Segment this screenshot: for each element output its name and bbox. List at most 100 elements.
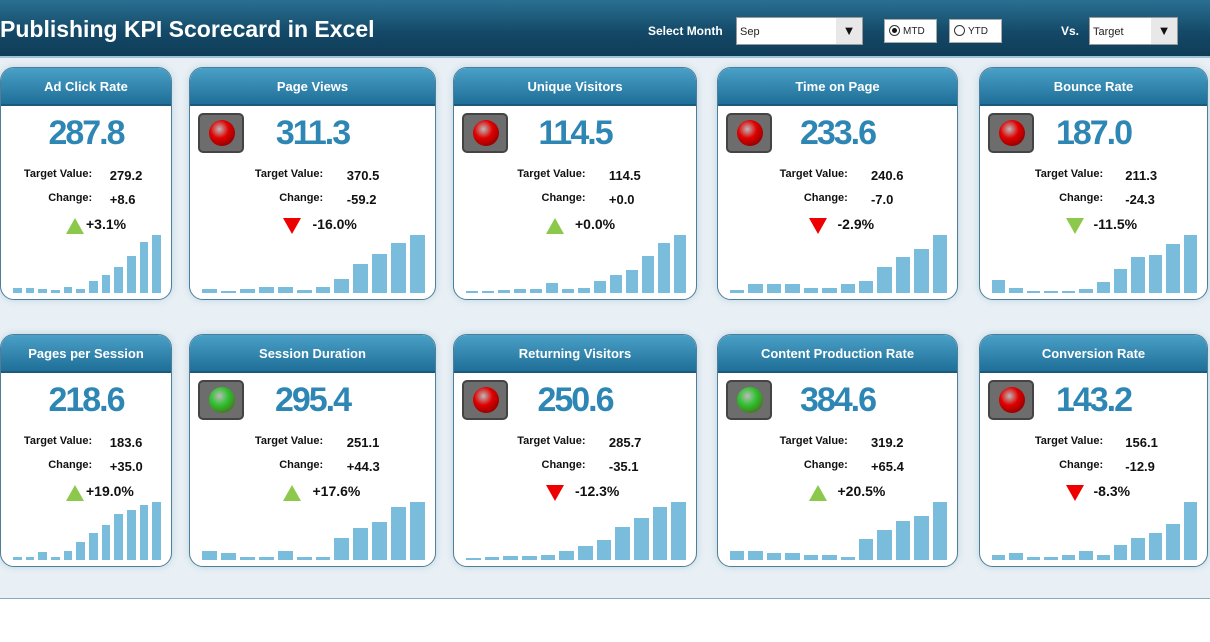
kpi-value: 384.6 bbox=[799, 381, 877, 419]
target-label: Target Value: bbox=[1034, 168, 1104, 180]
target-value: 279.2 bbox=[109, 168, 143, 183]
arrow-up-icon bbox=[65, 218, 84, 234]
sparkline-bar bbox=[1009, 553, 1023, 560]
status-light-icon bbox=[988, 380, 1034, 420]
sparkline-bar bbox=[482, 291, 494, 293]
sparkline-bar bbox=[76, 541, 86, 560]
sparkline-bar bbox=[315, 286, 331, 293]
sparkline-bar bbox=[38, 288, 48, 293]
month-dropdown[interactable]: Sep ▼ bbox=[736, 17, 863, 45]
change-percent: -12.3% bbox=[575, 483, 620, 499]
target-value: 240.6 bbox=[870, 168, 904, 183]
sparkline-bar bbox=[540, 554, 556, 560]
dropdown-arrow-icon[interactable]: ▼ bbox=[1151, 18, 1177, 44]
change-percent: +3.1% bbox=[86, 216, 127, 232]
sparkline-bar bbox=[1044, 556, 1058, 560]
target-label: Target Value: bbox=[254, 168, 324, 180]
kpi-title: Page Views bbox=[190, 68, 435, 106]
sparkline-bar bbox=[652, 507, 668, 560]
sparkline-bar bbox=[114, 514, 124, 560]
sparkline-bar bbox=[239, 288, 255, 293]
sparkline-bar bbox=[785, 284, 800, 293]
sparkline-chart bbox=[466, 502, 687, 560]
sparkline-bar bbox=[38, 552, 48, 560]
change-value: -35.1 bbox=[608, 459, 639, 474]
ytd-radio[interactable]: YTD bbox=[949, 19, 1002, 43]
kpi-value: 295.4 bbox=[274, 381, 352, 419]
sparkline-bar bbox=[25, 288, 35, 293]
sparkline-bar bbox=[562, 288, 574, 293]
kpi-title: Content Production Rate bbox=[718, 335, 957, 373]
target-label: Target Value: bbox=[23, 435, 93, 447]
sparkline-bar bbox=[522, 556, 537, 560]
sparkline-bar bbox=[1113, 269, 1128, 293]
target-label: Target Value: bbox=[517, 168, 586, 180]
vs-value: Target bbox=[1093, 26, 1124, 38]
kpi-card: Ad Click Rate 287.8 Target Value: 279.2 … bbox=[0, 67, 172, 300]
sparkline-bar bbox=[1079, 551, 1093, 560]
sparkline-bar bbox=[484, 557, 500, 560]
change-label: Change: bbox=[541, 192, 586, 204]
sparkline-bar bbox=[877, 267, 892, 293]
kpi-card: Session Duration 295.4 Target Value: 251… bbox=[189, 334, 436, 567]
sparkline-bar bbox=[858, 538, 874, 560]
kpi-value: 311.3 bbox=[275, 114, 351, 152]
change-label: Change: bbox=[1059, 192, 1104, 204]
sparkline-bar bbox=[1044, 291, 1058, 293]
kpi-value: 233.6 bbox=[799, 114, 877, 152]
arrow-down-icon bbox=[545, 485, 564, 501]
change-percent: +17.6% bbox=[312, 483, 361, 499]
target-label: Target Value: bbox=[1034, 435, 1104, 447]
sparkline-bar bbox=[932, 235, 948, 293]
sparkline-bar bbox=[498, 289, 510, 293]
sparkline-bar bbox=[514, 288, 526, 293]
sparkline-bar bbox=[1079, 289, 1093, 293]
kpi-card: Time on Page 233.6 Target Value: 240.6 C… bbox=[717, 67, 958, 300]
status-light-icon bbox=[988, 113, 1034, 153]
sparkline-bar bbox=[139, 241, 149, 293]
sparkline-bar bbox=[1148, 532, 1163, 560]
footer-panel bbox=[0, 598, 1210, 642]
sparkline-bar bbox=[315, 556, 331, 560]
sparkline-bar bbox=[372, 254, 388, 293]
kpi-title: Bounce Rate bbox=[980, 68, 1207, 106]
sparkline-bar bbox=[546, 283, 558, 293]
dropdown-arrow-icon[interactable]: ▼ bbox=[836, 18, 862, 44]
sparkline-bar bbox=[372, 522, 388, 560]
sparkline-bar bbox=[634, 518, 649, 560]
target-label: Target Value: bbox=[779, 168, 848, 180]
target-label: Target Value: bbox=[517, 435, 586, 447]
sparkline-bar bbox=[114, 266, 124, 293]
change-percent: -2.9% bbox=[837, 216, 875, 232]
sparkline-chart bbox=[466, 235, 686, 293]
vs-dropdown[interactable]: Target ▼ bbox=[1089, 17, 1178, 45]
sparkline-bar bbox=[139, 505, 149, 560]
change-value: +44.3 bbox=[346, 459, 380, 474]
change-value: +65.4 bbox=[870, 459, 904, 474]
sparkline-bar bbox=[101, 524, 111, 560]
mtd-radio[interactable]: MTD bbox=[884, 19, 937, 43]
mtd-label: MTD bbox=[903, 26, 925, 37]
sparkline-bar bbox=[353, 264, 369, 293]
sparkline-bar bbox=[202, 288, 217, 293]
sparkline-bar bbox=[391, 243, 407, 293]
sparkline-bar bbox=[13, 556, 22, 560]
sparkline-bar bbox=[127, 509, 136, 560]
target-value: 370.5 bbox=[346, 168, 380, 183]
status-light-icon bbox=[726, 113, 772, 153]
month-value: Sep bbox=[740, 26, 760, 38]
sparkline-bar bbox=[748, 284, 763, 293]
change-label: Change: bbox=[48, 192, 93, 204]
change-percent: +20.5% bbox=[837, 483, 886, 499]
sparkline-bar bbox=[803, 554, 819, 560]
sparkline-bar bbox=[410, 235, 426, 293]
sparkline-bar bbox=[152, 502, 162, 560]
change-value: -7.0 bbox=[870, 192, 894, 207]
sparkline-bar bbox=[152, 235, 162, 293]
header-bar: Publishing KPI Scorecard in Excel Select… bbox=[0, 0, 1210, 58]
arrow-down-icon bbox=[1066, 218, 1085, 234]
sparkline-bar bbox=[391, 507, 407, 560]
sparkline-chart bbox=[730, 235, 948, 293]
change-value: +0.0 bbox=[608, 192, 635, 207]
change-label: Change: bbox=[803, 192, 848, 204]
